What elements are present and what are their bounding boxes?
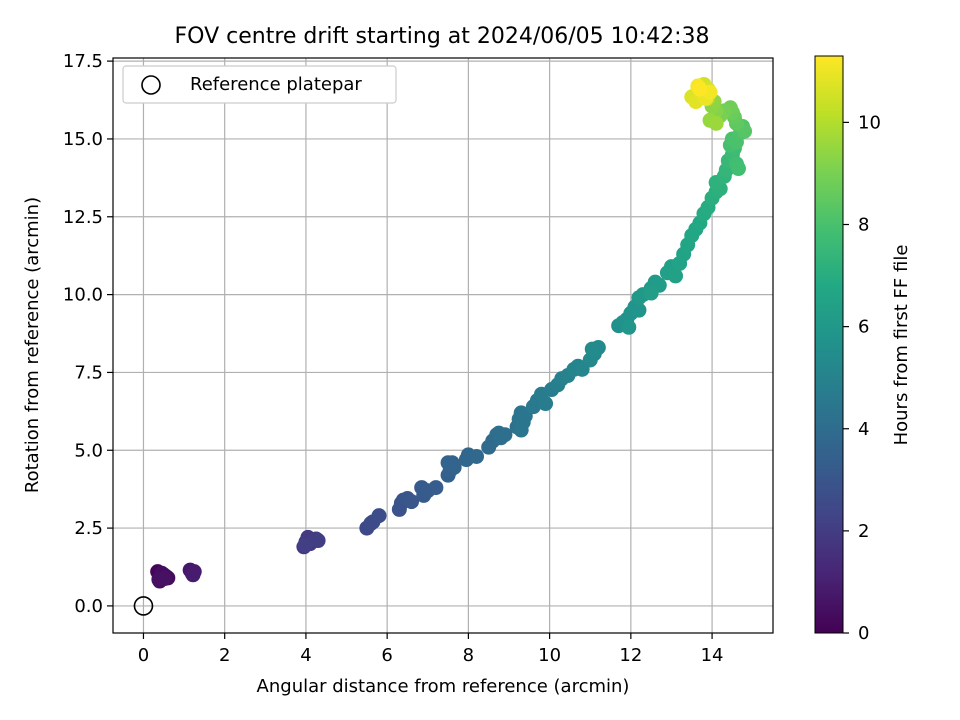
x-tick-label: 12 bbox=[619, 645, 642, 666]
colorbar-tick-label: 0 bbox=[858, 623, 869, 644]
y-axis-ticks: 0.0 2.5 5.0 7.5 10.0 12.5 15.0 17.5 bbox=[63, 51, 113, 617]
data-point bbox=[730, 161, 746, 177]
data-point bbox=[185, 567, 201, 583]
legend-box bbox=[122, 65, 397, 104]
colorbar-gradient bbox=[814, 55, 844, 634]
y-tick-label: 15.0 bbox=[63, 129, 103, 150]
data-points bbox=[150, 76, 753, 589]
colorbar-ticks: 0 2 4 6 8 10 bbox=[843, 112, 881, 644]
x-tick-label: 4 bbox=[300, 645, 311, 666]
data-point bbox=[491, 425, 507, 441]
data-point bbox=[371, 508, 387, 524]
y-tick-label: 12.5 bbox=[63, 207, 103, 228]
data-point bbox=[621, 319, 637, 335]
data-point bbox=[428, 480, 444, 496]
colorbar-tick-label: 8 bbox=[858, 215, 869, 236]
data-point bbox=[584, 341, 600, 357]
colorbar-tick-label: 2 bbox=[858, 521, 869, 542]
x-tick-label: 2 bbox=[219, 645, 230, 666]
legend-entry: Reference platepar bbox=[190, 74, 362, 95]
data-point bbox=[643, 285, 659, 301]
data-point bbox=[469, 448, 485, 464]
plot-frame bbox=[112, 57, 774, 634]
y-tick-label: 17.5 bbox=[63, 51, 103, 72]
legend: Reference platepar bbox=[122, 65, 397, 104]
colorbar-tick-label: 4 bbox=[858, 419, 869, 440]
x-axis-ticks: 0 2 4 6 8 10 12 14 bbox=[138, 633, 724, 666]
x-tick-label: 8 bbox=[463, 645, 474, 666]
chart-title: FOV centre drift starting at 2024/06/05 … bbox=[175, 24, 710, 49]
y-tick-label: 7.5 bbox=[74, 362, 103, 383]
y-tick-label: 0.0 bbox=[74, 596, 103, 617]
y-tick-label: 10.0 bbox=[63, 285, 103, 306]
colorbar-label: Hours from first FF file bbox=[891, 245, 912, 446]
data-point bbox=[538, 396, 554, 412]
data-point bbox=[631, 302, 647, 318]
data-point bbox=[668, 268, 684, 284]
data-point bbox=[297, 537, 313, 553]
y-tick-label: 2.5 bbox=[74, 518, 103, 539]
data-point bbox=[404, 494, 420, 510]
x-tick-label: 10 bbox=[538, 645, 561, 666]
data-point bbox=[708, 115, 724, 131]
data-point bbox=[440, 455, 456, 471]
x-tick-label: 6 bbox=[381, 645, 392, 666]
data-point bbox=[692, 81, 708, 97]
data-point bbox=[310, 533, 326, 549]
data-point bbox=[157, 571, 173, 587]
plot-area-background bbox=[113, 58, 773, 633]
x-axis-label: Angular distance from reference (arcmin) bbox=[257, 676, 630, 697]
colorbar-tick-label: 6 bbox=[858, 317, 869, 338]
x-tick-label: 14 bbox=[701, 645, 724, 666]
x-tick-label: 0 bbox=[138, 645, 149, 666]
grid-lines bbox=[113, 58, 773, 633]
y-axis-label: Rotation from reference (arcmin) bbox=[22, 197, 43, 493]
y-tick-label: 5.0 bbox=[74, 440, 103, 461]
colorbar-tick-label: 10 bbox=[858, 112, 881, 133]
legend-marker-icon bbox=[141, 75, 161, 95]
data-point bbox=[513, 422, 529, 438]
reference-point-marker bbox=[133, 596, 154, 616]
colorbar: 0 2 4 6 8 10 Hours from first FF file bbox=[814, 55, 912, 644]
